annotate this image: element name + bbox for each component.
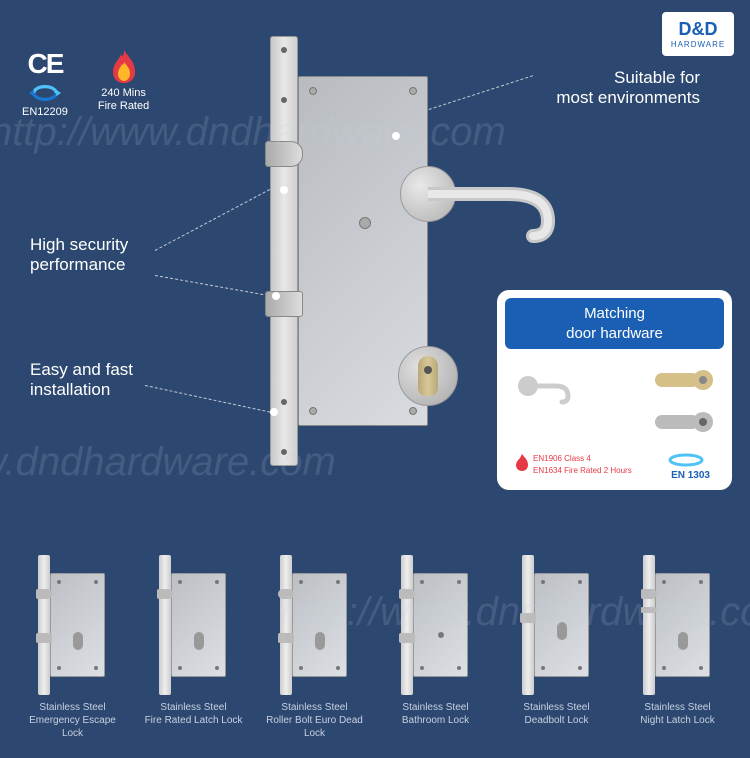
product-deadbolt: Stainless SteelDeadbolt Lock <box>502 555 612 740</box>
callout-line <box>155 189 270 251</box>
rotate-small-icon <box>666 453 706 467</box>
product-emergency-escape: Stainless SteelEmergency Escape Lock <box>18 555 128 740</box>
brand-sub: HARDWARE <box>671 40 725 49</box>
callout-dot <box>272 292 280 300</box>
certifications: CE EN12209 240 MinsFire Rated <box>22 48 149 118</box>
fire-mins-label: 240 MinsFire Rated <box>98 87 149 113</box>
matching-title: Matching door hardware <box>505 298 724 349</box>
callout-security: High security performance <box>30 235 128 275</box>
matching-handle-icon <box>511 361 581 411</box>
keyhole <box>424 366 432 374</box>
callout-line <box>155 275 273 297</box>
callout-dot <box>280 186 288 194</box>
product-fire-latch: Stainless SteelFire Rated Latch Lock <box>139 555 249 740</box>
product-night-latch: Stainless SteelNight Latch Lock <box>623 555 733 740</box>
callout-dot <box>270 408 278 416</box>
faceplate <box>270 36 298 466</box>
latch-bolt <box>265 141 303 167</box>
dead-bolt <box>265 291 303 317</box>
flame-icon <box>109 48 139 84</box>
callout-environments: Suitable for most environments <box>556 68 700 108</box>
product-roller-bolt: Stainless SteelRoller Bolt Euro Dead Loc… <box>260 555 370 740</box>
lever-handle-icon <box>428 176 568 246</box>
en12209-label: EN12209 <box>22 106 68 118</box>
matching-cylinder2-icon <box>648 397 718 447</box>
fire-cert: 240 MinsFire Rated <box>98 48 149 113</box>
ce-cert: CE EN12209 <box>22 48 68 118</box>
matching-hardware-panel: Matching door hardware EN1906 Class 4 EN… <box>497 290 732 490</box>
brand-name: D&D <box>679 19 718 40</box>
ce-mark-icon: CE <box>27 48 62 80</box>
callout-installation: Easy and fast installation <box>30 360 133 400</box>
product-bathroom: Stainless SteelBathroom Lock <box>381 555 491 740</box>
rotate-icon <box>29 83 61 103</box>
flame-icon <box>515 453 529 471</box>
product-variants-row: Stainless SteelEmergency Escape Lock Sta… <box>0 555 750 740</box>
cylinder <box>418 356 438 396</box>
callout-dot <box>392 132 400 140</box>
main-product-image <box>270 36 490 466</box>
en1906-label: EN1906 Class 4 <box>533 454 591 463</box>
brand-logo: D&D HARDWARE <box>662 12 734 56</box>
callout-line <box>145 385 270 413</box>
en1303-label: EN 1303 <box>671 470 710 481</box>
en1634-label: EN1634 Fire Rated 2 Hours <box>533 466 632 475</box>
